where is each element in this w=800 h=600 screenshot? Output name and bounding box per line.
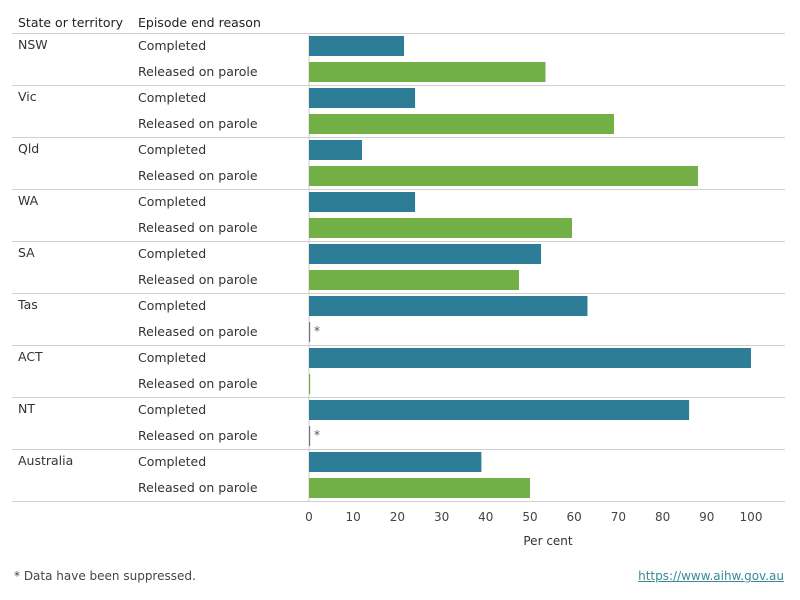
suppressed-marker: * (314, 324, 320, 338)
reason-label: Completed (138, 194, 206, 209)
reason-label: Released on parole (138, 168, 258, 183)
x-tick-label: 80 (655, 510, 670, 524)
state-label: Australia (18, 453, 73, 468)
bar-chart: NSW Completed Released on parole Vic Complet… (12, 33, 785, 548)
x-tick-label: 90 (699, 510, 714, 524)
x-tick-label: 50 (522, 510, 537, 524)
x-tick-label: 100 (740, 510, 763, 524)
bar-wa-parole[interactable] (309, 218, 572, 238)
state-label: ACT (18, 349, 43, 364)
bar-nt-completed[interactable] (309, 400, 690, 420)
bar-nsw-completed[interactable] (309, 36, 405, 56)
reason-label: Completed (138, 90, 206, 105)
footnote: * Data have been suppressed. (14, 569, 196, 583)
reason-label: Completed (138, 246, 206, 261)
x-tick-label: 60 (567, 510, 582, 524)
state-label: NSW (18, 37, 48, 52)
x-tick-label: 20 (390, 510, 405, 524)
reason-label: Released on parole (138, 428, 258, 443)
source-link[interactable]: https://www.aihw.gov.au (638, 569, 784, 583)
bar-act-completed[interactable] (309, 348, 751, 368)
reason-label: Released on parole (138, 480, 258, 495)
reason-column-header: Episode end reason (138, 15, 261, 30)
x-tick-label: 40 (478, 510, 493, 524)
state-label: NT (18, 401, 35, 416)
bar-nsw-parole[interactable] (309, 62, 546, 82)
reason-label: Released on parole (138, 116, 258, 131)
bar-vic-parole[interactable] (309, 114, 614, 134)
bar-australia-parole[interactable] (309, 478, 530, 498)
reason-label: Completed (138, 298, 206, 313)
bar-sa-completed[interactable] (309, 244, 542, 264)
bar-qld-parole[interactable] (309, 166, 698, 186)
state-label: Vic (18, 89, 37, 104)
state-label: SA (18, 245, 35, 260)
reason-label: Completed (138, 402, 206, 417)
reason-label: Released on parole (138, 220, 258, 235)
state-label: Tas (17, 297, 38, 312)
reason-label: Completed (138, 142, 206, 157)
state-label: WA (18, 193, 39, 208)
reason-label: Released on parole (138, 376, 258, 391)
reason-label: Released on parole (138, 64, 258, 79)
bar-sa-parole[interactable] (309, 270, 519, 290)
x-tick-label: 70 (611, 510, 626, 524)
bar-vic-completed[interactable] (309, 88, 416, 108)
bar-tas-completed[interactable] (309, 296, 588, 316)
reason-label: Released on parole (138, 272, 258, 287)
bar-wa-completed[interactable] (309, 192, 416, 212)
state-label: Qld (18, 141, 39, 156)
bar-australia-completed[interactable] (309, 452, 482, 472)
x-tick-label: 30 (434, 510, 449, 524)
x-tick-label: 0 (305, 510, 313, 524)
reason-label: Completed (138, 454, 206, 469)
reason-label: Released on parole (138, 324, 258, 339)
bar-act-parole[interactable] (309, 374, 311, 394)
x-tick-label: 10 (346, 510, 361, 524)
x-axis-label: Per cent (523, 534, 573, 548)
suppressed-marker: * (314, 428, 320, 442)
state-column-header: State or territory (18, 15, 124, 30)
bar-tas-suppressed[interactable] (309, 322, 311, 342)
bar-qld-completed[interactable] (309, 140, 363, 160)
bar-nt-suppressed[interactable] (309, 426, 311, 446)
reason-label: Completed (138, 38, 206, 53)
reason-label: Completed (138, 350, 206, 365)
